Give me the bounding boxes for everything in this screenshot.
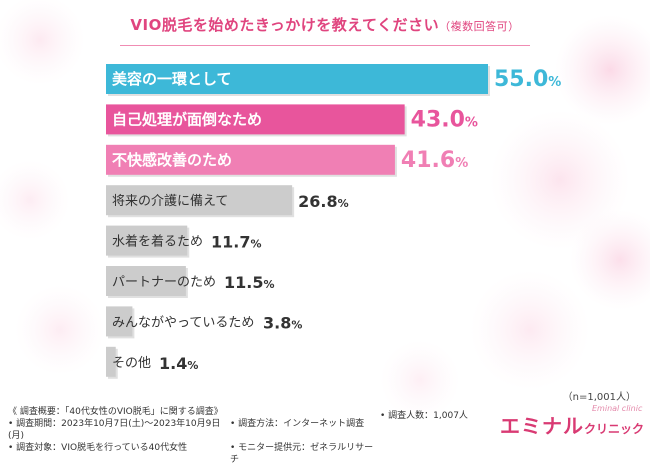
bar-value-unit: % xyxy=(263,278,274,291)
bar-category-label: その他 xyxy=(112,356,151,371)
title-underline xyxy=(120,45,530,46)
survey-method: • 調査方法：インターネット調査 xyxy=(230,419,365,429)
bar-category-label: 美容の一環として xyxy=(112,70,232,88)
bar-category-label: 水着を着るため xyxy=(112,234,203,250)
bar xyxy=(106,104,405,135)
background-decoration xyxy=(0,0,650,420)
survey-count: • 調査人数：1,007人 xyxy=(380,411,468,421)
bar-value-label: 1.4% xyxy=(159,354,198,373)
logo-sub: クリニック xyxy=(584,422,645,436)
bar-value-number: 26.8 xyxy=(298,192,337,211)
clinic-logo: Eminal clinic エミナルクリニック xyxy=(500,404,645,439)
chart-title: VIO脱毛を始めたきっかけを教えてください（複数回答可） xyxy=(0,14,650,35)
bar-value-unit: % xyxy=(548,75,561,90)
bar xyxy=(106,346,116,377)
bar-value-label: 11.5% xyxy=(224,273,275,292)
bar-value-label: 43.0% xyxy=(411,107,478,132)
bar-value-unit: % xyxy=(187,359,198,372)
bar-value-number: 41.6 xyxy=(401,148,455,173)
bar xyxy=(106,185,293,216)
survey-period: • 調査期間：2023年10月7日(土)～2023年10月9日(月) xyxy=(8,419,221,441)
logo-script: Eminal clinic xyxy=(592,404,643,413)
survey-provider: • モニター提供元：ゼネラルリサーチ xyxy=(230,443,374,465)
bar-category-label: 不快感改善のため xyxy=(112,151,232,169)
bar xyxy=(106,64,488,94)
chart-title-main: VIO脱毛を始めたきっかけを教えてください xyxy=(130,16,440,34)
survey-title: 《 調査概要：「40代女性のVIO脱毛」に関する調査》 xyxy=(8,407,223,417)
bar-value-label: 3.8% xyxy=(263,313,302,332)
bar-value-number: 11.7 xyxy=(211,233,250,252)
bar-value-unit: % xyxy=(455,156,468,171)
sample-size-note: （n=1,001人） xyxy=(562,392,636,403)
bar-value-number: 43.0 xyxy=(411,107,465,132)
bar-value-label: 55.0% xyxy=(494,67,561,92)
bar-category-label: 将来の介護に備えて xyxy=(112,193,228,209)
bar xyxy=(106,144,395,175)
bar-category-label: 自己処理が面倒なため xyxy=(112,110,262,128)
bar-category-label: みんながやっているため xyxy=(112,315,254,330)
bar-value-unit: % xyxy=(291,318,302,331)
bar xyxy=(106,266,186,296)
bar-value-number: 3.8 xyxy=(263,313,291,332)
bar-value-unit: % xyxy=(338,197,349,210)
bar-value-unit: % xyxy=(465,115,478,130)
chart-title-sub: （複数回答可） xyxy=(439,20,520,33)
bar-value-number: 55.0 xyxy=(494,67,548,92)
bar xyxy=(106,306,133,337)
bar-value-label: 26.8% xyxy=(298,192,349,211)
bar-value-label: 41.6% xyxy=(401,148,468,173)
survey-footer: 《 調査概要：「40代女性のVIO脱毛」に関する調査》 • 調査期間：2023年… xyxy=(8,406,480,466)
bar-value-label: 11.7% xyxy=(211,233,262,252)
bar-chart: 美容の一環として 55.0% 自己処理が面倒なため 43.0% 不快感改善のため 41.6… xyxy=(106,64,561,379)
bar-value-number: 1.4 xyxy=(159,354,187,373)
bar xyxy=(106,225,188,256)
bar-category-label: パートナーのため xyxy=(112,275,216,290)
logo-main: エミナル xyxy=(500,414,584,438)
bar-value-unit: % xyxy=(250,238,261,251)
bar-value-number: 11.5 xyxy=(224,273,263,292)
survey-target: • 調査対象：VIO脱毛を行っている40代女性 xyxy=(8,443,188,453)
